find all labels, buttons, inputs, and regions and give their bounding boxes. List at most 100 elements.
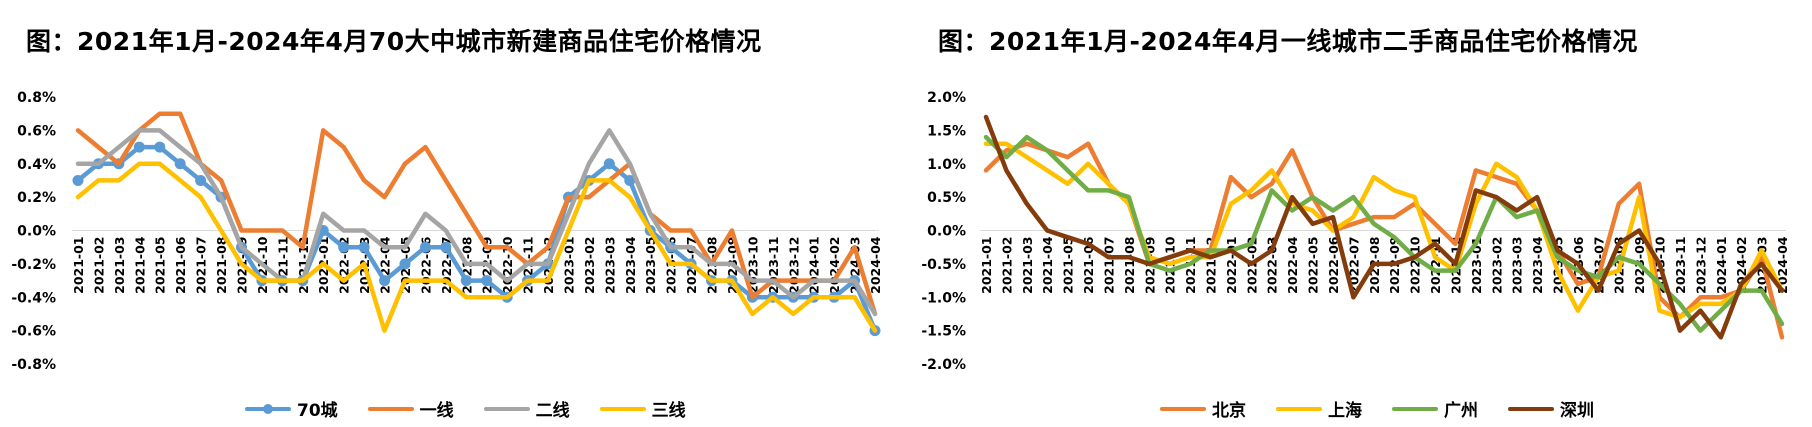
y-tick-label: -1.0%: [921, 290, 966, 306]
y-tick-label: -0.5%: [921, 257, 966, 273]
x-tick-label: 2022-05: [1306, 237, 1321, 294]
legend-swatch: [245, 403, 291, 414]
x-tick-label: 2022-06: [1326, 236, 1341, 294]
x-tick-label: 2024-04: [868, 236, 883, 294]
series-point: [195, 174, 207, 186]
series-point: [624, 174, 636, 186]
x-tick-label: 2021-01: [979, 237, 994, 294]
x-tick-label: 2022-04: [1285, 236, 1300, 294]
chart-panel-new-homes: 图：2021年1月-2024年4月70大中城市新建商品住宅价格情况 0.8% 0.…: [11, 27, 883, 421]
series-point: [174, 158, 186, 170]
legend-label: 上海: [1328, 401, 1362, 421]
legend-label: 二线: [535, 401, 570, 421]
series-point: [481, 275, 493, 287]
legend-item: 上海: [1276, 396, 1362, 421]
legend-swatch: [1392, 404, 1438, 414]
line-chart-new-homes: 0.8% 0.6% 0.4% 0.2% 0.0% -0.2% -0.4% -0.6% -0.8%…: [11, 90, 883, 373]
chart-legend: 70城 一线 二线 三线: [245, 396, 716, 421]
y-tick-label: 0.5%: [927, 190, 966, 206]
legend-label: 三线: [651, 401, 686, 421]
x-tick-label: 2023-03: [602, 237, 617, 294]
x-tick-label: 2021-05: [153, 237, 168, 294]
legend-swatch: [1276, 404, 1322, 414]
x-tick-label: 2023-02: [582, 237, 597, 294]
series-line-2: [983, 134, 1785, 333]
legend-item: 70城: [245, 396, 338, 421]
legend-swatch: [599, 404, 646, 414]
x-tick-label: 2021-02: [91, 237, 106, 294]
y-tick-label: 2.0%: [927, 90, 966, 106]
y-tick-label: -0.4%: [11, 290, 56, 306]
chart-title: 图：2021年1月-2024年4月70大中城市新建商品住宅价格情况: [26, 27, 762, 56]
x-tick-label: 2021-07: [194, 237, 209, 294]
legend-item: 二线: [483, 396, 570, 421]
series-line-1: [75, 111, 878, 317]
x-tick-label: 2023-01: [561, 237, 576, 294]
y-tick-label: -1.5%: [921, 324, 966, 340]
series-point: [603, 158, 615, 170]
legend-swatch: [367, 404, 414, 414]
y-tick-label: -0.8%: [11, 357, 56, 373]
x-tick-label: 2023-12: [786, 237, 801, 294]
series-line-2: [75, 128, 878, 317]
x-tick-label: 2021-03: [112, 237, 127, 294]
series-point: [154, 141, 166, 153]
chart-panel-resale-homes: 图：2021年1月-2024年4月一线城市二手商品住宅价格情况 2.0% 1.5%…: [906, 0, 1812, 427]
x-tick-label: 2021-07: [1101, 237, 1116, 294]
legend-item: 广州: [1392, 396, 1478, 421]
y-tick-label: -2.0%: [921, 357, 966, 373]
series-point: [133, 141, 145, 153]
series-line-3: [75, 161, 878, 333]
x-tick-label: 2022-10: [1408, 236, 1423, 294]
y-tick-label: -0.6%: [11, 324, 56, 340]
series-point: [440, 241, 452, 253]
x-tick-label: 2021-03: [1020, 237, 1035, 294]
x-tick-label: 2023-04: [623, 236, 638, 294]
x-tick-label: 2021-06: [1081, 236, 1096, 294]
x-tick-label: 2023-05: [643, 237, 658, 294]
legend-label: 70城: [297, 401, 338, 421]
legend-swatch: [1508, 404, 1554, 414]
x-tick-label: 2024-01: [1714, 237, 1729, 294]
y-tick-label: 1.5%: [927, 123, 966, 139]
legend-item: 深圳: [1508, 396, 1594, 421]
legend-swatch: [1160, 404, 1206, 414]
x-tick-label: 2021-04: [1040, 236, 1055, 294]
x-tick-label: 2022-10: [500, 236, 515, 294]
y-tick-label: 0.0%: [927, 224, 966, 240]
series-line-3: [983, 114, 1785, 340]
legend-item: 一线: [367, 396, 454, 421]
y-tick-label: -0.2%: [11, 257, 56, 273]
x-tick-label: 2024-02: [827, 237, 842, 294]
series-point: [72, 174, 84, 186]
y-tick-label: 1.0%: [927, 157, 966, 173]
series-point: [419, 241, 431, 253]
line-chart-resale-homes: 2.0% 1.5% 1.0% 0.5% 0.0% -0.5% -1.0% -1.5% -2.0%…: [921, 90, 1790, 373]
series-point: [358, 241, 370, 253]
y-tick-label: 0.2%: [17, 190, 56, 206]
legend-label: 北京: [1212, 401, 1246, 421]
x-tick-label: 2023-11: [1673, 237, 1688, 294]
x-tick-label: 2021-01: [71, 237, 86, 294]
chart-title: 图：2021年1月-2024年4月一线城市二手商品住宅价格情况: [938, 27, 1638, 56]
x-tick-label: 2021-08: [214, 237, 229, 294]
series-point: [399, 258, 411, 270]
chart-legend: 北京 上海 广州 深圳: [1160, 396, 1624, 421]
x-tick-label: 2022-01: [1224, 237, 1239, 294]
legend-label: 一线: [419, 401, 454, 421]
x-tick-label: 2021-04: [132, 236, 147, 294]
legend-swatch: [483, 404, 530, 414]
legend-item: 北京: [1160, 396, 1246, 421]
x-tick-label: 2021-08: [1122, 237, 1137, 294]
x-tick-label: 2023-03: [1510, 237, 1525, 294]
x-tick-label: 2021-05: [1061, 237, 1076, 294]
series-point: [379, 275, 391, 287]
legend-label: 深圳: [1560, 401, 1594, 421]
x-tick-label: 2021-06: [173, 236, 188, 294]
x-tick-label: 2023-02: [1489, 237, 1504, 294]
series-line-0: [75, 144, 878, 333]
series-point: [338, 241, 350, 253]
legend-item: 三线: [599, 396, 686, 421]
y-tick-label: 0.0%: [17, 224, 56, 240]
y-tick-label: 0.6%: [17, 123, 56, 139]
